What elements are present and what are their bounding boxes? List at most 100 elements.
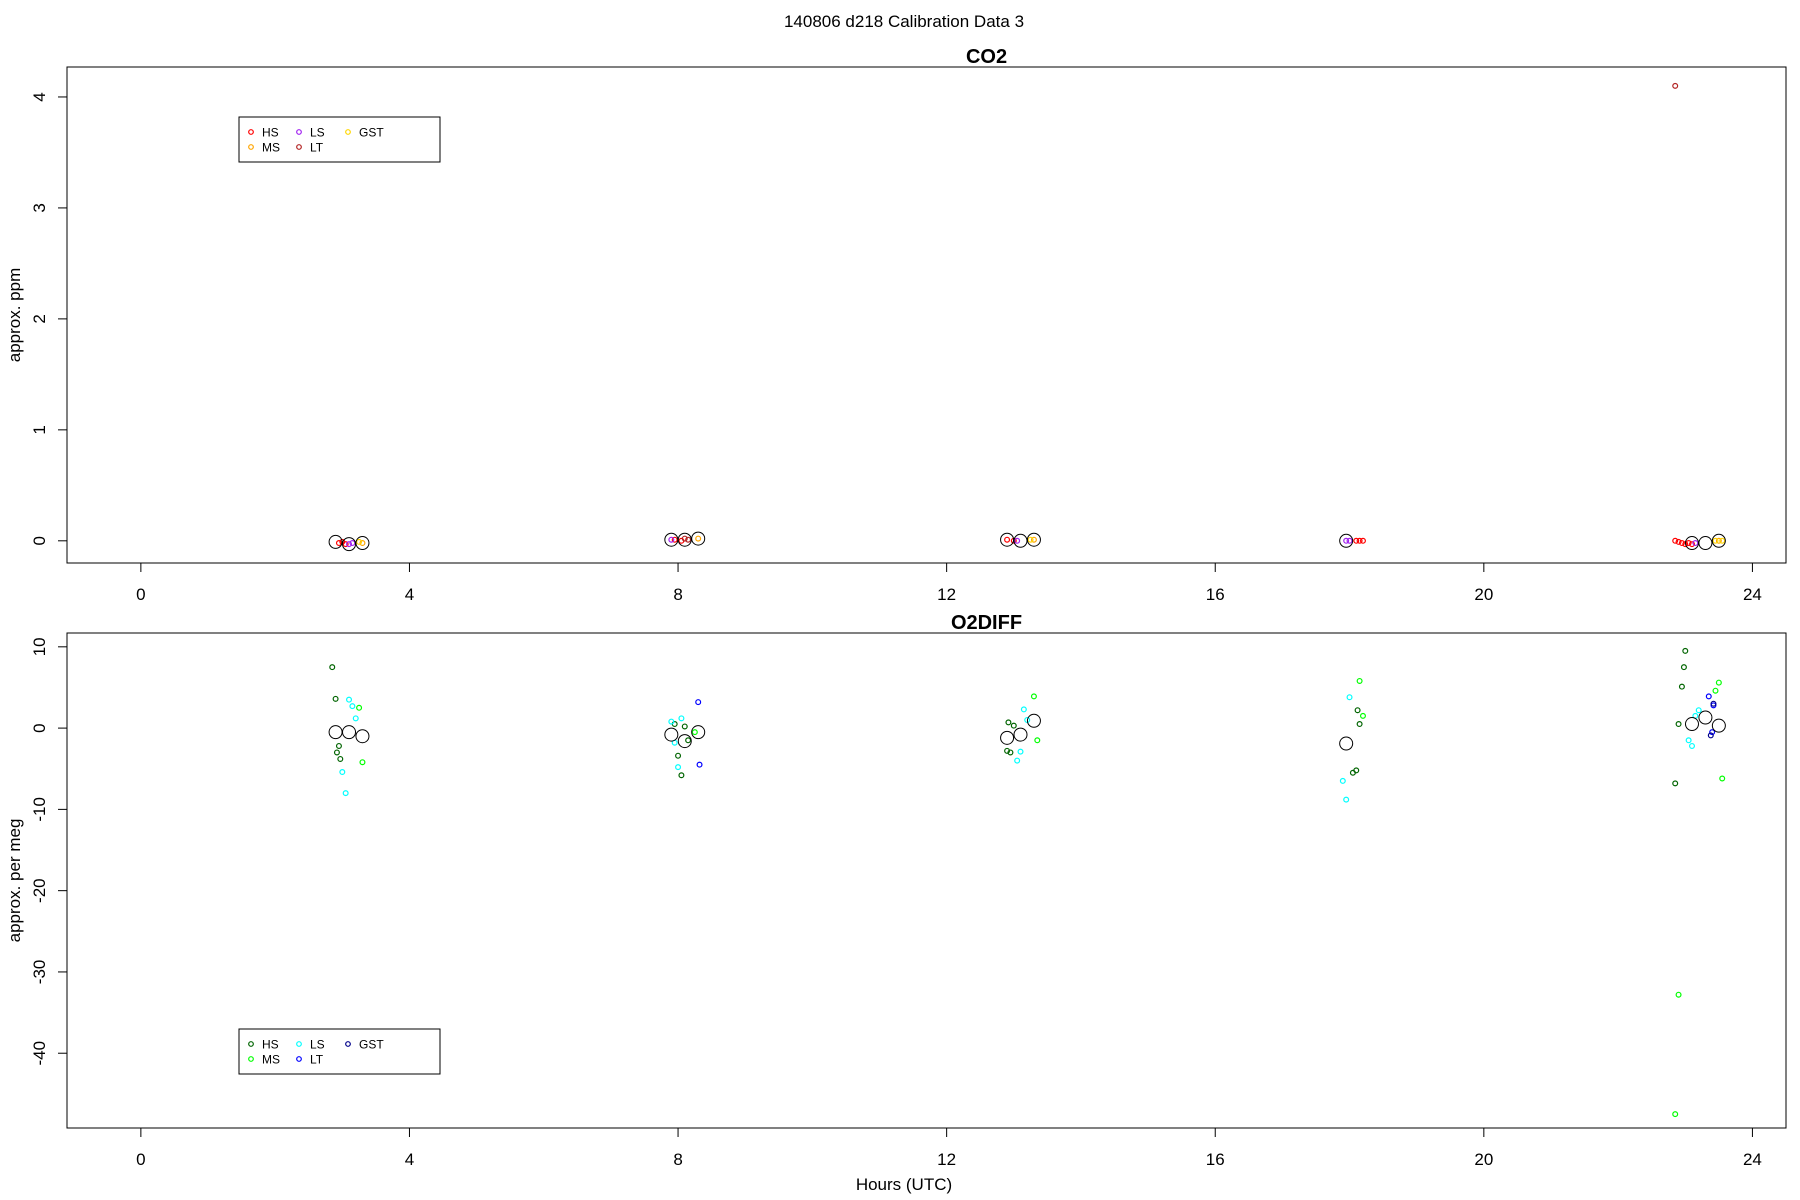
mean-marker [1000, 730, 1015, 745]
legend-entry-gst: GST [345, 1038, 384, 1052]
data-point [1688, 541, 1695, 548]
legend-marker [296, 129, 302, 135]
panel-title: O2DIFF [951, 612, 1022, 634]
mean-marker [1339, 533, 1354, 548]
data-point [1027, 536, 1034, 543]
data-point [1014, 537, 1021, 544]
legend-label: GST [359, 126, 384, 140]
y-tick-label: 3 [30, 203, 49, 212]
data-point [1017, 748, 1024, 755]
mean-marker [1000, 532, 1015, 547]
data-point [1034, 737, 1041, 744]
data-point [1712, 537, 1719, 544]
y-tick-label: -30 [30, 960, 49, 985]
data-point [1672, 780, 1679, 787]
x-axis: 0 4 8 12 16 20 24 [136, 562, 1762, 604]
data-point [1030, 693, 1037, 700]
mean-markers [328, 531, 1726, 552]
series-ls [346, 536, 1699, 548]
data-point [1685, 540, 1692, 547]
data-point [1343, 796, 1350, 803]
legend-entry-hs: HS [248, 126, 279, 140]
legend-entry-hs: HS [248, 1038, 279, 1052]
panel-title: CO2 [966, 46, 1007, 68]
mean-marker [1698, 536, 1713, 551]
x-tick-label: 12 [937, 585, 956, 604]
mean-marker [355, 536, 370, 551]
legend-label: LT [310, 1053, 324, 1067]
data-point [1359, 712, 1366, 719]
data-point [332, 695, 339, 702]
data-point [1675, 721, 1682, 728]
data-point [1675, 991, 1682, 998]
legend-entry-lt: LT [296, 141, 324, 155]
data-point [1715, 537, 1722, 544]
legend-marker [248, 1041, 254, 1047]
data-point [678, 715, 685, 722]
data-point [1356, 677, 1363, 684]
data-point [1688, 742, 1695, 749]
data-point [668, 536, 675, 543]
y-tick-label: 1 [30, 425, 49, 434]
series-hs [335, 536, 1695, 548]
x-tick-label: 8 [673, 585, 682, 604]
data-point [1692, 540, 1699, 547]
series-ms [359, 535, 1722, 547]
data-point [342, 790, 349, 797]
data-point [675, 752, 682, 759]
mean-marker [328, 725, 343, 740]
x-tick-label: 24 [1743, 1150, 1762, 1169]
data-point [1353, 767, 1360, 774]
legend-entry-ms: MS [248, 1053, 280, 1067]
data-point [1672, 537, 1679, 544]
legend-marker [248, 1056, 254, 1062]
data-point [1672, 1111, 1679, 1118]
data-point [1346, 537, 1353, 544]
data-point [1678, 540, 1685, 547]
legend-marker [345, 1041, 351, 1047]
data-point [696, 761, 703, 768]
data-point [1712, 687, 1719, 694]
data-point [339, 768, 346, 775]
data-point [1354, 707, 1361, 714]
data-point [1680, 664, 1687, 671]
data-point [342, 541, 349, 548]
data-point [1020, 706, 1027, 713]
legend-marker [345, 129, 351, 135]
y-tick-label: 4 [30, 92, 49, 101]
legend-marker [248, 129, 254, 135]
data-point [349, 540, 356, 547]
mean-marker [677, 734, 692, 749]
mean-marker [691, 531, 706, 546]
legend-label: HS [262, 126, 279, 140]
data-point [1339, 777, 1346, 784]
y-axis-label: approx. ppm [5, 268, 24, 363]
figure-title: 140806 d218 Calibration Data 3 [784, 12, 1024, 31]
x-tick-label: 16 [1206, 585, 1225, 604]
mean-marker [677, 532, 692, 547]
mean-marker [1026, 532, 1041, 547]
series-gst [1707, 700, 1717, 739]
mean-marker [1013, 727, 1028, 742]
data-point [1719, 537, 1726, 544]
data-point [1346, 694, 1353, 701]
data-point [349, 703, 356, 710]
data-point [333, 749, 340, 756]
series-ms [356, 677, 1726, 1118]
data-point [359, 540, 366, 547]
legend-label: MS [262, 141, 280, 155]
legend-label: LS [310, 126, 325, 140]
mean-marker [328, 534, 343, 549]
data-point [695, 535, 702, 542]
data-point [1710, 700, 1717, 707]
y-tick-label: 0 [30, 536, 49, 545]
data-point [1353, 537, 1360, 544]
data-point [1356, 721, 1363, 728]
mean-marker [1684, 717, 1699, 732]
data-point [359, 759, 366, 766]
data-point [1695, 707, 1702, 714]
data-point [695, 699, 702, 706]
data-point [1005, 719, 1012, 726]
